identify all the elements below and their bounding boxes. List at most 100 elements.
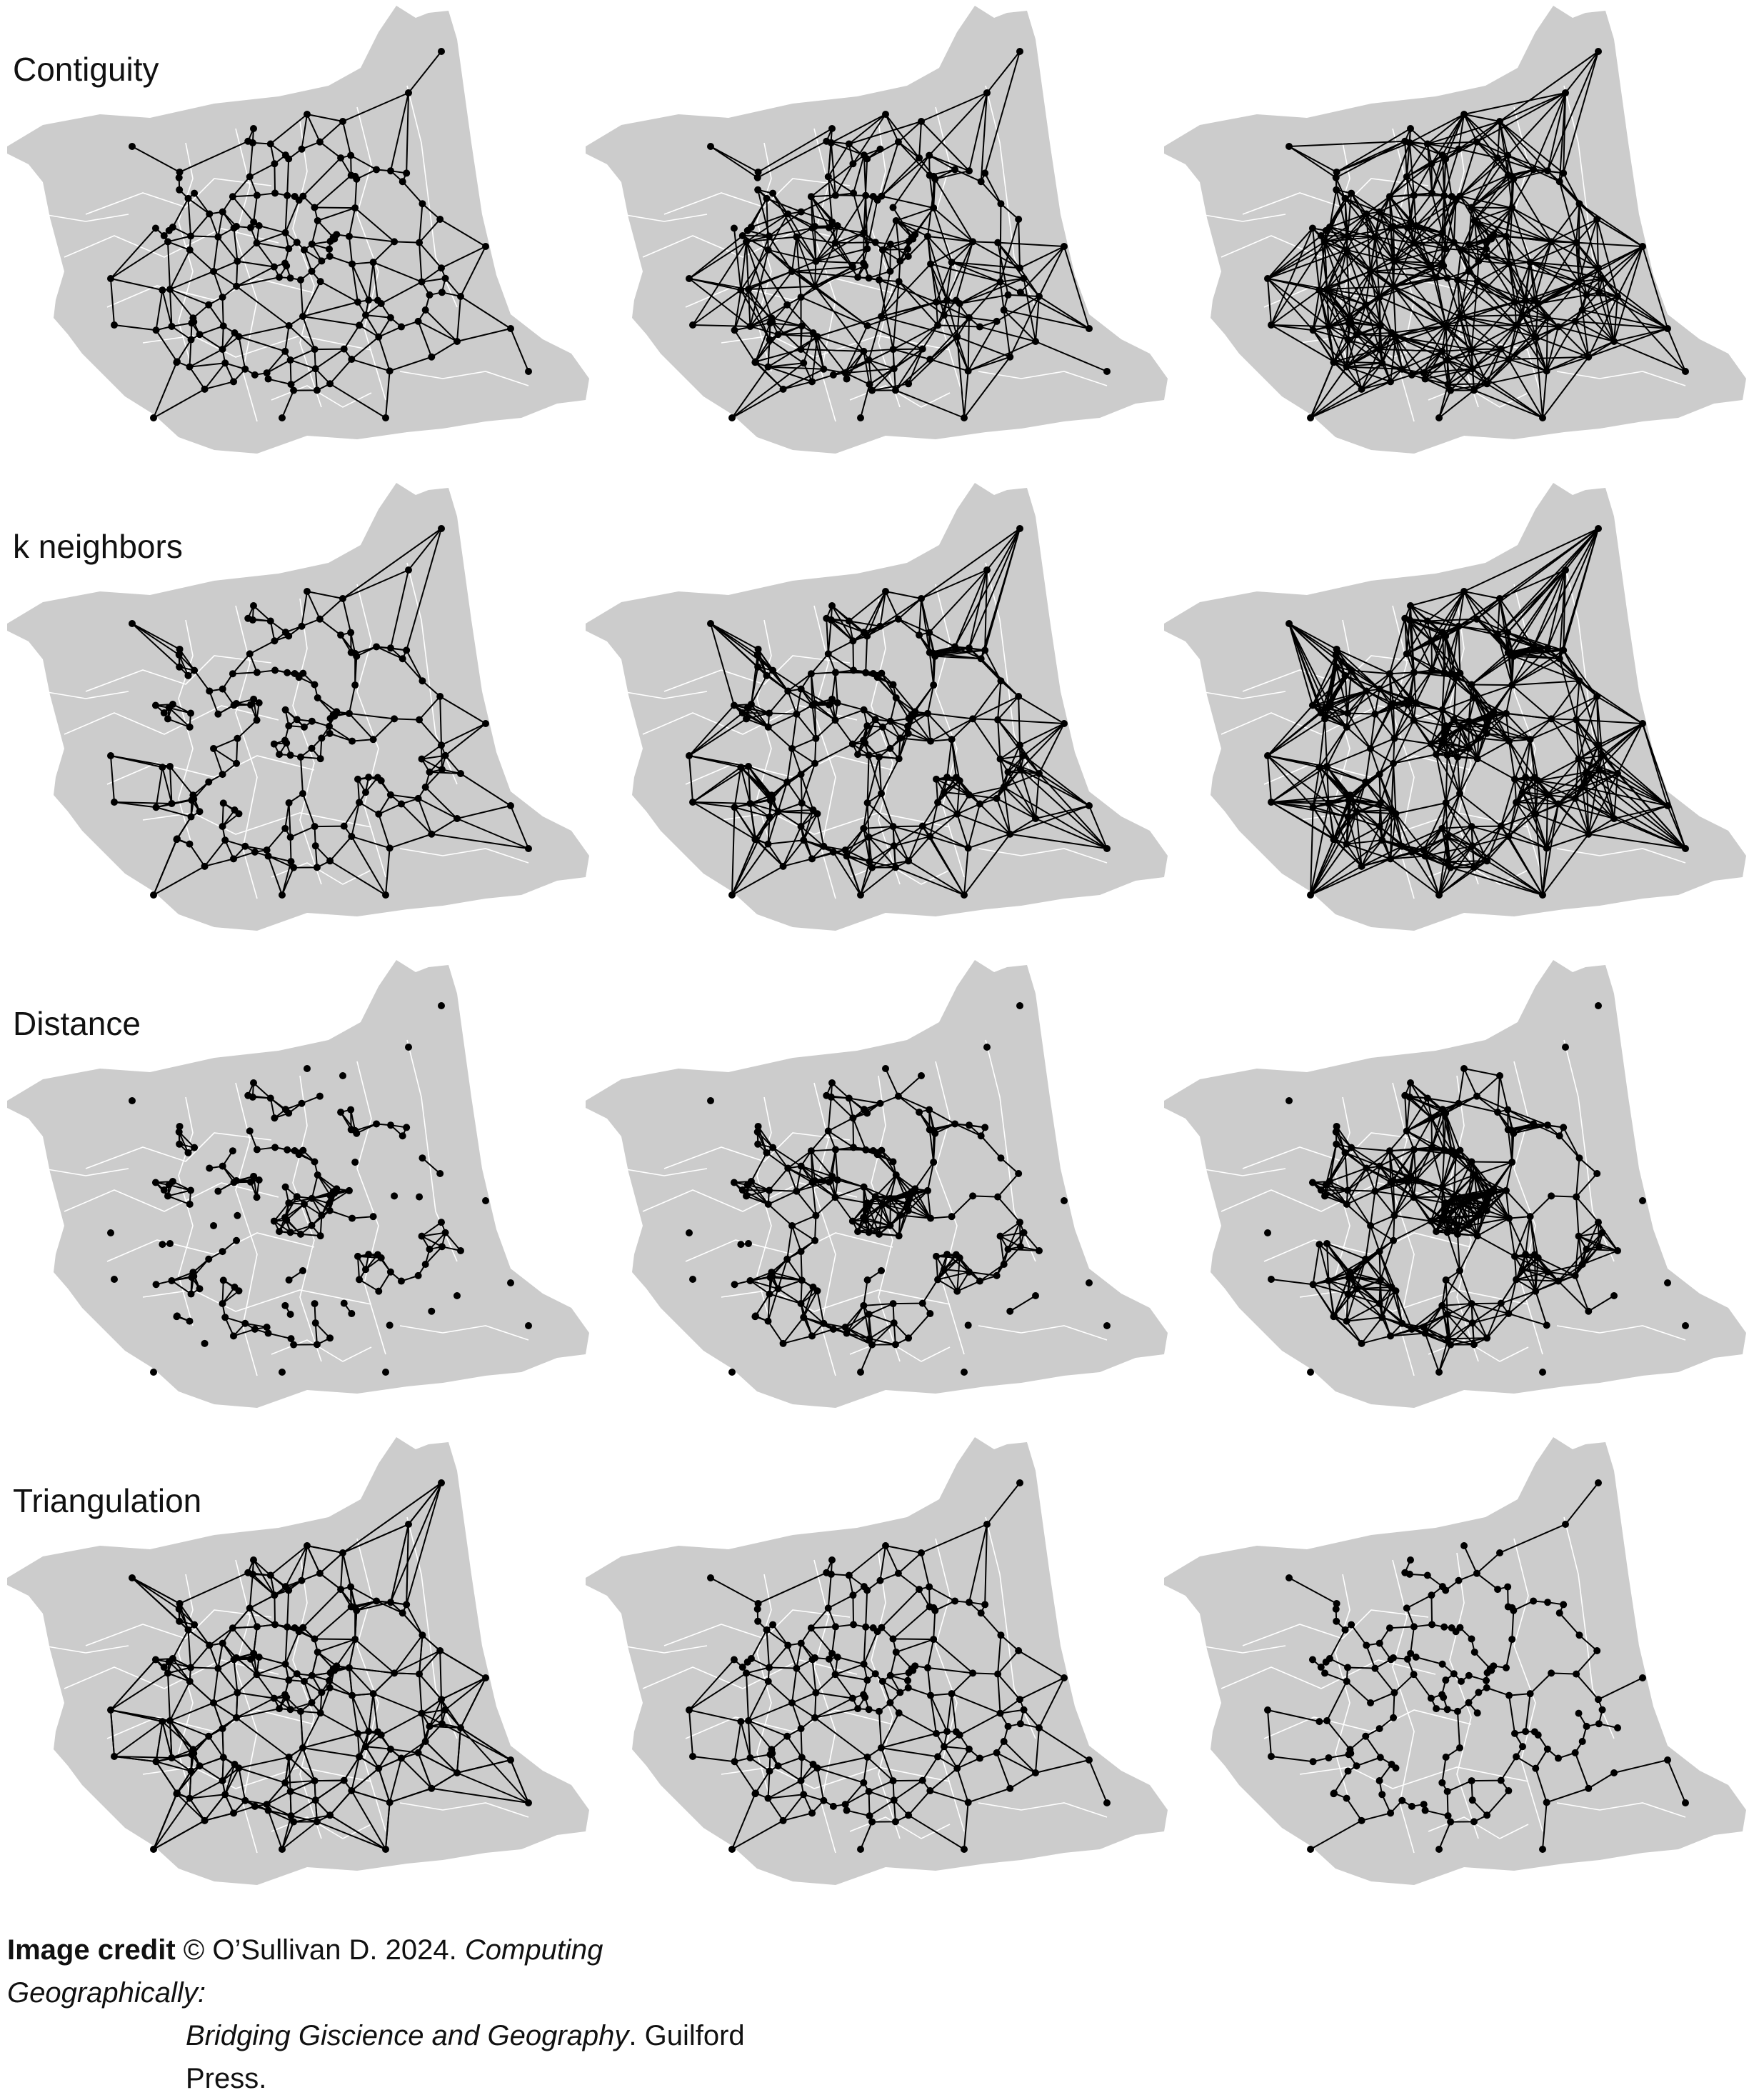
network-node — [1562, 89, 1569, 96]
network-node — [354, 776, 361, 783]
network-node — [1465, 745, 1472, 752]
network-node — [941, 311, 948, 319]
network-node — [1345, 814, 1352, 821]
network-node — [755, 169, 762, 176]
network-node — [994, 716, 1001, 724]
network-node — [168, 1277, 175, 1284]
network-node — [1343, 246, 1350, 254]
network-node — [416, 1194, 423, 1201]
network-node — [168, 323, 175, 330]
network-node — [326, 730, 334, 737]
network-node — [828, 219, 836, 226]
network-node — [249, 139, 256, 146]
network-node — [276, 274, 283, 281]
network-node — [1403, 173, 1410, 180]
network-node — [346, 1187, 353, 1194]
network-link — [236, 261, 237, 286]
network-node — [800, 836, 807, 844]
network-node — [1367, 268, 1374, 275]
network-node — [187, 1186, 194, 1194]
network-node — [219, 209, 226, 216]
network-node — [271, 1218, 278, 1225]
network-node — [1519, 311, 1526, 319]
network-node — [1453, 674, 1460, 681]
network-node — [382, 1369, 389, 1376]
network-node — [969, 715, 976, 722]
network-node — [892, 864, 899, 871]
network-node — [309, 241, 316, 248]
network-node — [346, 710, 353, 717]
network-node — [281, 736, 289, 744]
network-node — [196, 331, 204, 338]
network-node — [201, 863, 209, 870]
network-link — [815, 261, 816, 286]
network-node — [951, 166, 958, 173]
network-node — [1408, 849, 1415, 856]
network-node — [201, 1340, 209, 1347]
network-node — [176, 646, 184, 653]
network-node — [326, 1207, 334, 1214]
network-node — [374, 774, 381, 781]
network-link — [236, 739, 237, 764]
network-node — [843, 376, 851, 383]
network-node — [398, 324, 405, 331]
network-node — [189, 314, 196, 321]
network-node — [861, 229, 868, 236]
network-node — [206, 210, 213, 217]
network-node — [405, 89, 412, 96]
network-node — [282, 706, 289, 714]
network-node — [1458, 246, 1465, 254]
network-node — [317, 755, 324, 762]
network-node — [1508, 681, 1515, 689]
network-node — [1443, 799, 1450, 806]
network-node — [309, 1195, 316, 1202]
network-node — [196, 808, 204, 815]
network-node — [1268, 321, 1275, 329]
network-node — [276, 751, 283, 758]
network-node — [129, 143, 136, 150]
network-node — [1573, 239, 1580, 246]
network-link — [883, 249, 908, 250]
network-node — [798, 823, 805, 830]
network-node — [422, 1261, 429, 1268]
network-node — [1376, 771, 1383, 778]
network-node — [689, 799, 696, 806]
network-node — [1510, 176, 1517, 183]
network-node — [525, 1322, 532, 1329]
network-node — [1504, 152, 1511, 159]
network-node — [387, 644, 394, 651]
network-node — [1522, 774, 1529, 781]
network-node — [857, 891, 864, 899]
network-node — [282, 1184, 289, 1191]
network-node — [876, 276, 883, 284]
network-node — [886, 268, 893, 275]
network-node — [746, 323, 753, 330]
network-node — [231, 329, 239, 336]
network-node — [866, 751, 873, 759]
network-link — [968, 318, 969, 371]
network-node — [482, 720, 489, 727]
network-node — [1522, 296, 1529, 304]
network-node — [1438, 259, 1445, 266]
network-node — [314, 217, 321, 224]
network-node — [765, 841, 772, 848]
network-node — [1086, 802, 1093, 809]
network-node — [948, 736, 956, 743]
network-node — [1595, 525, 1602, 532]
network-node — [934, 321, 941, 329]
network-node — [111, 1276, 118, 1283]
network-node — [751, 359, 758, 366]
network-node — [919, 346, 926, 353]
network-node — [348, 356, 355, 363]
network-node — [924, 710, 931, 717]
network-node — [1585, 831, 1592, 838]
network-node — [290, 387, 297, 394]
network-node — [373, 643, 380, 650]
network-node — [1407, 696, 1414, 703]
network-node — [107, 752, 114, 759]
network-node — [1505, 738, 1513, 745]
network-node — [214, 711, 221, 718]
network-node — [311, 1300, 319, 1307]
network-node — [312, 1319, 319, 1326]
network-node — [304, 588, 311, 595]
